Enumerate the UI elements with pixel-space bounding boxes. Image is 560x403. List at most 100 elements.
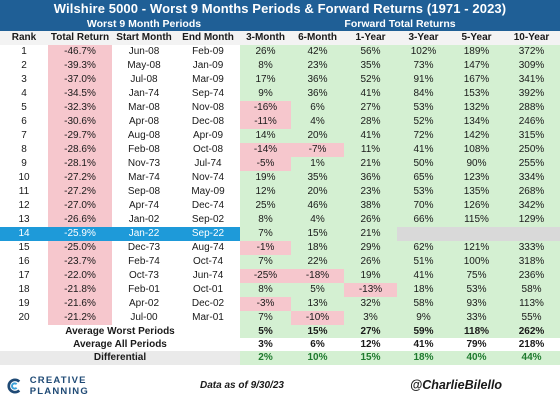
forward-return-cell: 147% bbox=[450, 59, 504, 73]
forward-return-cell: 309% bbox=[503, 59, 560, 73]
forward-return-cell: -14% bbox=[240, 143, 292, 157]
column-header-row: Rank Total Return Start Month End Month … bbox=[0, 31, 560, 45]
forward-return-cell: 62% bbox=[397, 241, 451, 255]
forward-return-cell: -25% bbox=[240, 269, 292, 283]
forward-return-cell: 123% bbox=[450, 171, 504, 185]
end-month-cell: May-09 bbox=[191, 186, 225, 197]
forward-return-cell: 4% bbox=[291, 213, 345, 227]
total-return-cell: -22.0% bbox=[48, 269, 112, 283]
forward-return-cell: 41% bbox=[397, 143, 451, 157]
table-row: 16 -23.7% Feb-74 Oct-74 7% 22% 26% 51% 100% 318% bbox=[0, 255, 560, 269]
forward-return-cell: 121% bbox=[450, 241, 504, 255]
table-row: 9 -28.1% Nov-73 Jul-74 -5% 1% 21% 50% 90% 255% bbox=[0, 157, 560, 171]
rank-cell: 11 bbox=[18, 186, 30, 197]
forward-return-cell: 129% bbox=[503, 213, 560, 227]
end-month-cell: Mar-09 bbox=[192, 74, 224, 85]
end-month-cell: Dec-74 bbox=[191, 200, 225, 211]
forward-return-cell: 36% bbox=[344, 171, 398, 185]
table-row: 15 -25.0% Dec-73 Aug-74 -1% 18% 29% 62% 121% 333% bbox=[0, 241, 560, 255]
differential-row-value: 2% bbox=[240, 351, 292, 365]
average-worst-row-label: Average Worst Periods bbox=[0, 325, 241, 338]
forward-return-cell: 53% bbox=[397, 101, 451, 115]
total-return-cell: -21.2% bbox=[48, 311, 112, 325]
total-return-cell: -29.7% bbox=[48, 129, 112, 143]
returns-table: Worst 9 Month Periods Forward Total Retu… bbox=[0, 18, 560, 365]
forward-return-cell: 20% bbox=[291, 185, 345, 199]
forward-return-cell: 28% bbox=[344, 115, 398, 129]
forward-return-cell: 113% bbox=[503, 297, 560, 311]
forward-return-cell: -10% bbox=[291, 311, 345, 325]
end-month-cell: Sep-74 bbox=[191, 88, 225, 99]
average-worst-row-value: 27% bbox=[344, 325, 398, 338]
forward-return-cell: 3% bbox=[344, 311, 398, 325]
forward-return-cell: 23% bbox=[344, 185, 398, 199]
end-month-cell: Nov-08 bbox=[191, 102, 225, 113]
forward-return-cell: 102% bbox=[397, 45, 451, 59]
rank-cell: 14 bbox=[0, 227, 48, 241]
rank-cell: 5 bbox=[21, 102, 27, 113]
forward-return-cell: 9% bbox=[240, 87, 292, 101]
forward-return-cell: 255% bbox=[503, 157, 560, 171]
rank-cell: 2 bbox=[21, 60, 27, 71]
forward-return-cell: 341% bbox=[503, 73, 560, 87]
forward-return-cell: 9% bbox=[397, 311, 451, 325]
table-row: 14 -25.9% Jan-22 Sep-22 7% 15% 21% bbox=[0, 227, 560, 241]
forward-return-cell: 7% bbox=[240, 255, 292, 269]
col-header-start-month: Start Month bbox=[112, 31, 176, 45]
table-row: 10 -27.2% Mar-74 Nov-74 19% 35% 36% 65% 123% 334% bbox=[0, 171, 560, 185]
forward-return-cell: 342% bbox=[503, 199, 560, 213]
end-month-cell: Jun-74 bbox=[192, 270, 224, 281]
end-month-cell: Apr-09 bbox=[193, 130, 224, 141]
table-row: 12 -27.0% Apr-74 Dec-74 25% 46% 38% 70% 126% 342% bbox=[0, 199, 560, 213]
differential-row-value: 15% bbox=[344, 351, 398, 365]
total-return-cell: -37.0% bbox=[48, 73, 112, 87]
forward-return-cell: 333% bbox=[503, 241, 560, 255]
forward-return-cell: 91% bbox=[397, 73, 451, 87]
end-month-cell: Aug-74 bbox=[191, 242, 225, 253]
average-worst-row: Average Worst Periods 5% 15% 27% 59% 118% 262% bbox=[0, 325, 560, 338]
col-header-5-year: 5-Year bbox=[450, 31, 504, 45]
end-month-cell: Jan-09 bbox=[192, 60, 224, 71]
differential-row-value: 40% bbox=[450, 351, 504, 365]
forward-return-cell: 27% bbox=[344, 101, 398, 115]
forward-return-cell: 18% bbox=[291, 241, 345, 255]
table-title: Wilshire 5000 - Worst 9 Months Periods &… bbox=[0, 0, 560, 18]
forward-return-cell bbox=[397, 227, 451, 241]
rank-cell: 6 bbox=[21, 116, 27, 127]
forward-return-cell: 93% bbox=[450, 297, 504, 311]
forward-return-cell: 1% bbox=[291, 157, 345, 171]
col-header-3-year: 3-Year bbox=[397, 31, 451, 45]
table-row: 17 -22.0% Oct-73 Jun-74 -25% -18% 19% 41% 75% 236… bbox=[0, 269, 560, 283]
forward-return-cell: 50% bbox=[397, 157, 451, 171]
start-month-cell: Nov-73 bbox=[127, 158, 161, 169]
start-month-cell: Jan-22 bbox=[112, 227, 176, 241]
forward-return-cell: 12% bbox=[240, 185, 292, 199]
forward-return-cell: 51% bbox=[397, 255, 451, 269]
rank-cell: 13 bbox=[18, 214, 30, 225]
forward-return-cell: -11% bbox=[240, 115, 292, 129]
group-header-spacer bbox=[0, 18, 48, 31]
forward-return-cell: 108% bbox=[450, 143, 504, 157]
forward-return-cell: 46% bbox=[291, 199, 345, 213]
total-return-cell: -25.0% bbox=[48, 241, 112, 255]
end-month-cell: Sep-22 bbox=[176, 227, 241, 241]
forward-return-cell: 21% bbox=[344, 157, 398, 171]
end-month-cell: Oct-08 bbox=[193, 144, 224, 155]
forward-return-cell: 22% bbox=[291, 255, 345, 269]
forward-return-cell: 20% bbox=[291, 129, 345, 143]
forward-return-cell: 41% bbox=[397, 269, 451, 283]
table-row: 8 -28.6% Feb-08 Oct-08 -14% -7% 11% 41% 108% 250% bbox=[0, 143, 560, 157]
forward-return-cell: 6% bbox=[291, 101, 345, 115]
logo-mark-icon bbox=[7, 378, 21, 394]
total-return-cell: -32.3% bbox=[48, 101, 112, 115]
forward-return-cell: 7% bbox=[240, 311, 292, 325]
average-all-row-value: 79% bbox=[450, 338, 504, 351]
total-return-cell: -27.0% bbox=[48, 199, 112, 213]
total-return-cell: -27.2% bbox=[48, 171, 112, 185]
rank-cell: 3 bbox=[21, 74, 27, 85]
forward-return-cell: -3% bbox=[240, 297, 292, 311]
total-return-cell: -26.6% bbox=[48, 213, 112, 227]
forward-return-cell: 35% bbox=[344, 59, 398, 73]
forward-return-cell: -7% bbox=[291, 143, 345, 157]
forward-return-cell: 246% bbox=[503, 115, 560, 129]
